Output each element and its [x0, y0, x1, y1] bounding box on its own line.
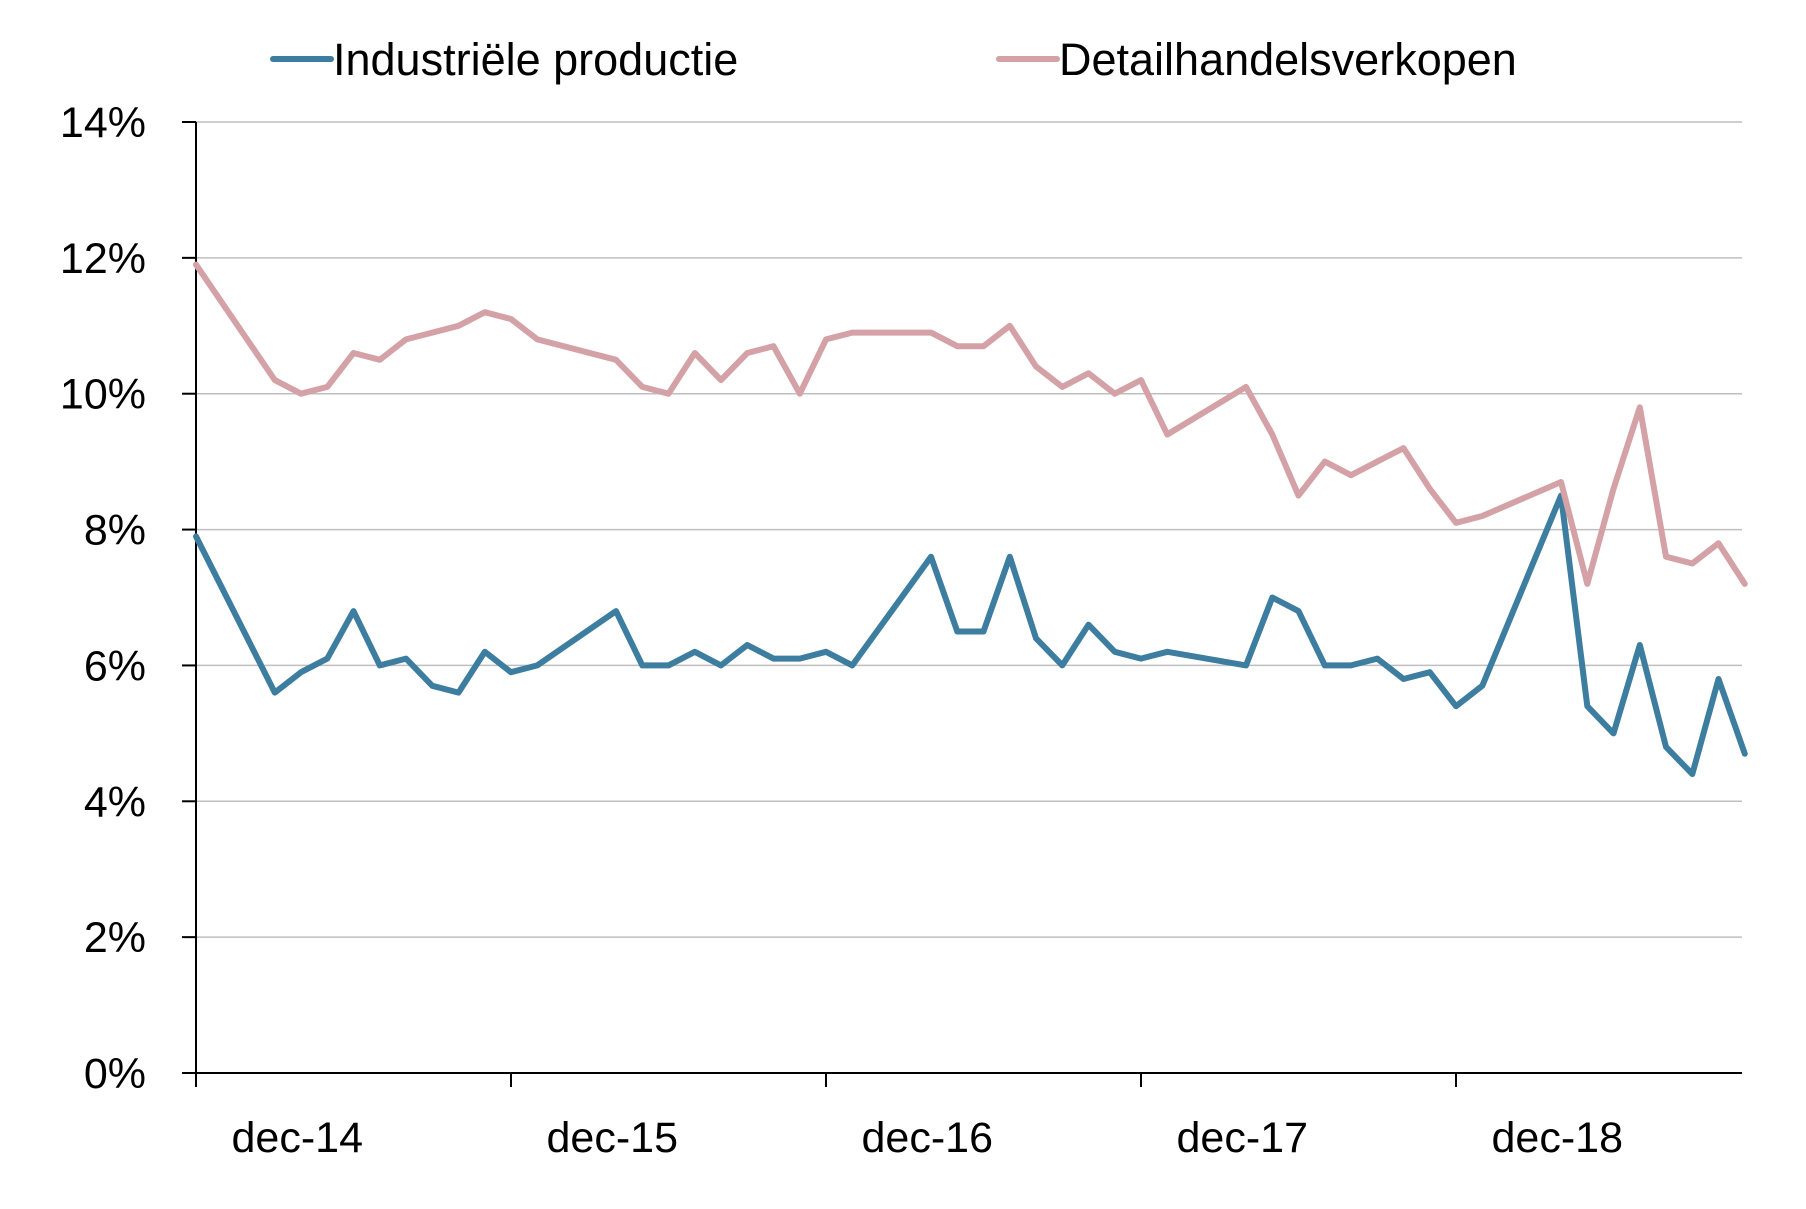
y-tick-label: 2% — [84, 914, 146, 962]
y-tick-label: 4% — [84, 778, 146, 826]
x-tick-label: dec-14 — [232, 1114, 363, 1162]
x-tick-label: dec-18 — [1492, 1114, 1623, 1162]
legend: Industriële productie Detailhandelsverko… — [270, 34, 1517, 85]
x-axis-ticks: dec-14 dec-15 dec-16 dec-17 dec-18 — [195, 1073, 1623, 1162]
legend-label-industriele-productie: Industriële productie — [333, 34, 738, 85]
legend-label-detailhandelsverkopen: Detailhandelsverkopen — [1059, 34, 1517, 85]
axes — [195, 122, 1742, 1074]
y-axis-tick-labels: 0% 2% 4% 6% 8% 10% 12% 14% — [60, 99, 196, 1098]
y-tick-label: 14% — [60, 99, 146, 147]
x-tick-label: dec-15 — [547, 1114, 678, 1162]
series-line-detailhandelsverkopen — [193, 261, 1748, 587]
x-tick-label: dec-17 — [1177, 1114, 1308, 1162]
y-tick-label: 8% — [84, 507, 146, 555]
y-tick-label: 0% — [84, 1050, 146, 1098]
x-tick-label: dec-16 — [862, 1114, 993, 1162]
y-tick-label: 6% — [84, 642, 146, 690]
series-line-industriele-productie — [193, 492, 1748, 778]
y-tick-label: 12% — [60, 235, 146, 283]
series-lines — [193, 261, 1748, 778]
gridlines — [196, 121, 1742, 938]
y-tick-label: 10% — [60, 371, 146, 419]
